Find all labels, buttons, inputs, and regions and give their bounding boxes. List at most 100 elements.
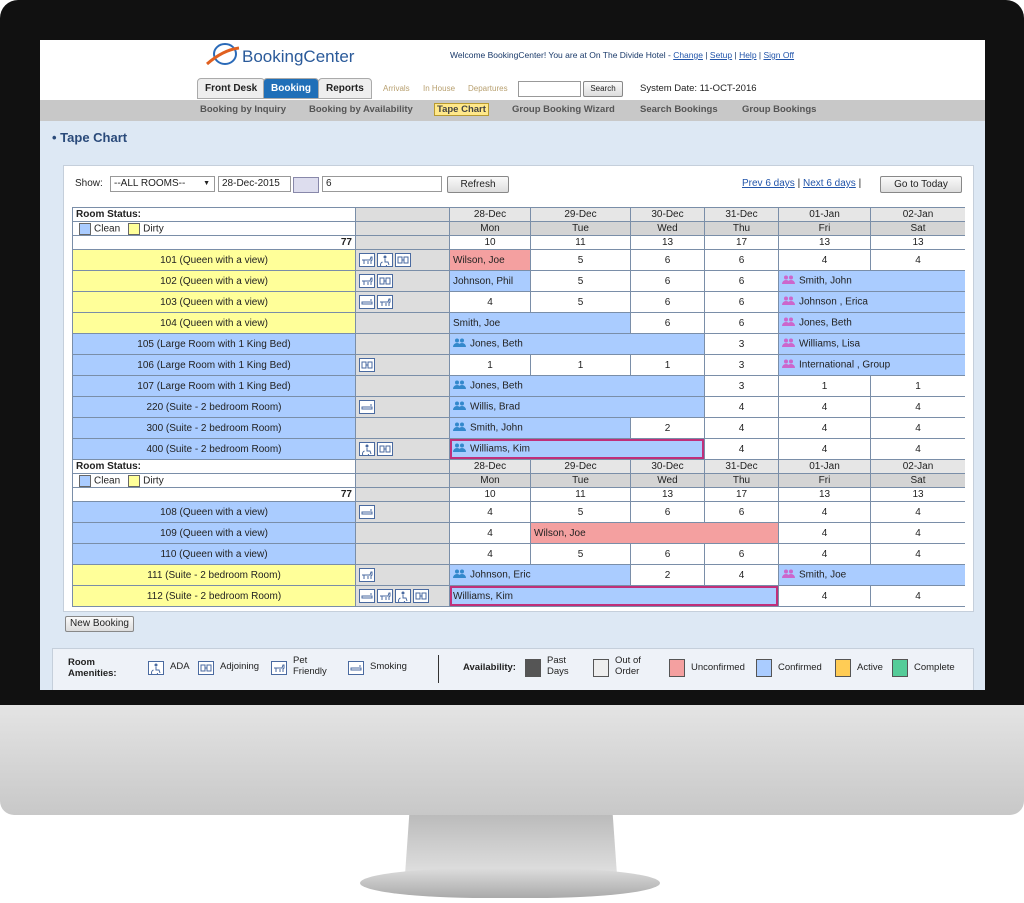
availability-cell[interactable]: 6 xyxy=(704,501,779,523)
sub-nav-item[interactable]: Booking by Availability xyxy=(309,104,413,115)
availability-cell[interactable]: 4 xyxy=(704,438,779,460)
availability-cell[interactable]: 4 xyxy=(870,249,965,271)
booking[interactable]: Willis, Brad xyxy=(449,396,705,418)
booking[interactable]: Jones, Beth xyxy=(449,333,705,355)
availability-cell[interactable]: 4 xyxy=(870,585,965,607)
booking[interactable]: Wilson, Joe xyxy=(530,522,779,544)
header-link[interactable]: Change xyxy=(673,50,703,60)
availability-cell[interactable]: 4 xyxy=(449,291,531,313)
room-name[interactable]: 111 (Suite - 2 bedroom Room) xyxy=(72,564,356,586)
availability-cell[interactable]: 4 xyxy=(778,501,871,523)
today-button[interactable]: Go to Today xyxy=(880,176,962,193)
availability-cell[interactable]: 6 xyxy=(704,312,779,334)
sub-nav-item[interactable]: Search Bookings xyxy=(640,104,718,115)
availability-cell[interactable]: 2 xyxy=(630,564,705,586)
room-name[interactable]: 103 (Queen with a view) xyxy=(72,291,356,313)
room-name[interactable]: 112 (Suite - 2 bedroom Room) xyxy=(72,585,356,607)
next-link[interactable]: Next 6 days xyxy=(802,178,856,189)
room-name[interactable]: 105 (Large Room with 1 King Bed) xyxy=(72,333,356,355)
availability-cell[interactable]: 4 xyxy=(778,543,871,565)
quick-link[interactable]: Arrivals xyxy=(383,84,410,93)
availability-cell[interactable]: 5 xyxy=(530,543,631,565)
booking[interactable]: Jones, Beth xyxy=(778,312,965,334)
availability-cell[interactable]: 6 xyxy=(704,249,779,271)
availability-cell[interactable]: 6 xyxy=(630,291,705,313)
room-name[interactable]: 102 (Queen with a view) xyxy=(72,270,356,292)
availability-cell[interactable]: 4 xyxy=(449,543,531,565)
availability-cell[interactable]: 4 xyxy=(870,438,965,460)
tab[interactable]: Booking xyxy=(263,78,319,99)
availability-cell[interactable]: 5 xyxy=(530,291,631,313)
refresh-button[interactable]: Refresh xyxy=(447,176,509,193)
availability-cell[interactable]: 1 xyxy=(870,375,965,397)
date-input[interactable]: 28-Dec-2015 xyxy=(218,176,291,192)
availability-cell[interactable]: 1 xyxy=(778,375,871,397)
availability-cell[interactable]: 6 xyxy=(704,270,779,292)
room-name[interactable]: 106 (Large Room with 1 King Bed) xyxy=(72,354,356,376)
quick-search-button[interactable]: Search xyxy=(583,81,623,97)
availability-cell[interactable]: 4 xyxy=(704,396,779,418)
availability-cell[interactable]: 6 xyxy=(630,501,705,523)
availability-cell[interactable]: 4 xyxy=(449,501,531,523)
room-name[interactable]: 220 (Suite - 2 bedroom Room) xyxy=(72,396,356,418)
availability-cell[interactable]: 3 xyxy=(704,333,779,355)
calendar-button[interactable] xyxy=(293,177,319,193)
booking[interactable]: International , Group xyxy=(778,354,965,376)
availability-cell[interactable]: 5 xyxy=(530,249,631,271)
availability-cell[interactable]: 4 xyxy=(449,522,531,544)
availability-cell[interactable]: 4 xyxy=(778,585,871,607)
booking[interactable]: Johnson, Phil xyxy=(449,270,531,292)
availability-cell[interactable]: 6 xyxy=(630,543,705,565)
availability-cell[interactable]: 4 xyxy=(778,522,871,544)
header-link[interactable]: Sign Off xyxy=(763,50,795,60)
rooms-select[interactable]: --ALL ROOMS-- ▼ xyxy=(110,176,215,192)
booking[interactable]: Johnson, Eric xyxy=(449,564,631,586)
booking[interactable]: Wilson, Joe xyxy=(449,249,531,271)
availability-cell[interactable]: 4 xyxy=(704,417,779,439)
days-input[interactable]: 6 xyxy=(322,176,442,192)
availability-cell[interactable]: 4 xyxy=(778,417,871,439)
header-link[interactable]: Help xyxy=(739,50,757,60)
tab[interactable]: Reports xyxy=(318,78,372,99)
booking[interactable]: Williams, Kim xyxy=(449,438,705,460)
availability-cell[interactable]: 5 xyxy=(530,270,631,292)
tab[interactable]: Front Desk xyxy=(197,78,266,99)
room-name[interactable]: 104 (Queen with a view) xyxy=(72,312,356,334)
header-link[interactable]: Setup xyxy=(709,50,733,60)
booking[interactable]: Williams, Lisa xyxy=(778,333,965,355)
availability-cell[interactable]: 6 xyxy=(630,270,705,292)
sub-nav-item[interactable]: Tape Chart xyxy=(434,103,489,116)
booking[interactable]: Williams, Kim xyxy=(449,585,779,607)
room-name[interactable]: 109 (Queen with a view) xyxy=(72,522,356,544)
booking[interactable]: Smith, Joe xyxy=(449,312,631,334)
sub-nav-item[interactable]: Group Bookings xyxy=(742,104,817,115)
availability-cell[interactable]: 5 xyxy=(530,501,631,523)
availability-cell[interactable]: 4 xyxy=(704,564,779,586)
availability-cell[interactable]: 6 xyxy=(630,312,705,334)
quick-search-input[interactable] xyxy=(518,81,581,97)
booking[interactable]: Smith, Joe xyxy=(778,564,965,586)
availability-cell[interactable]: 2 xyxy=(630,417,705,439)
availability-cell[interactable]: 1 xyxy=(630,354,705,376)
room-name[interactable]: 400 (Suite - 2 bedroom Room) xyxy=(72,438,356,460)
room-name[interactable]: 110 (Queen with a view) xyxy=(72,543,356,565)
new-booking-button[interactable]: New Booking xyxy=(65,616,134,632)
availability-cell[interactable]: 3 xyxy=(704,375,779,397)
room-name[interactable]: 108 (Queen with a view) xyxy=(72,501,356,523)
availability-cell[interactable]: 6 xyxy=(704,543,779,565)
availability-cell[interactable]: 4 xyxy=(870,543,965,565)
booking[interactable]: Smith, John xyxy=(778,270,965,292)
booking[interactable]: Smith, John xyxy=(449,417,631,439)
sub-nav-item[interactable]: Booking by Inquiry xyxy=(200,104,287,115)
quick-link[interactable]: Departures xyxy=(468,84,508,93)
room-name[interactable]: 300 (Suite - 2 bedroom Room) xyxy=(72,417,356,439)
availability-cell[interactable]: 3 xyxy=(704,354,779,376)
sub-nav-item[interactable]: Group Booking Wizard xyxy=(512,104,615,115)
availability-cell[interactable]: 6 xyxy=(704,291,779,313)
availability-cell[interactable]: 4 xyxy=(870,501,965,523)
availability-cell[interactable]: 1 xyxy=(530,354,631,376)
booking[interactable]: Johnson , Erica xyxy=(778,291,965,313)
availability-cell[interactable]: 4 xyxy=(870,396,965,418)
prev-link[interactable]: Prev 6 days xyxy=(742,178,795,189)
availability-cell[interactable]: 6 xyxy=(630,249,705,271)
